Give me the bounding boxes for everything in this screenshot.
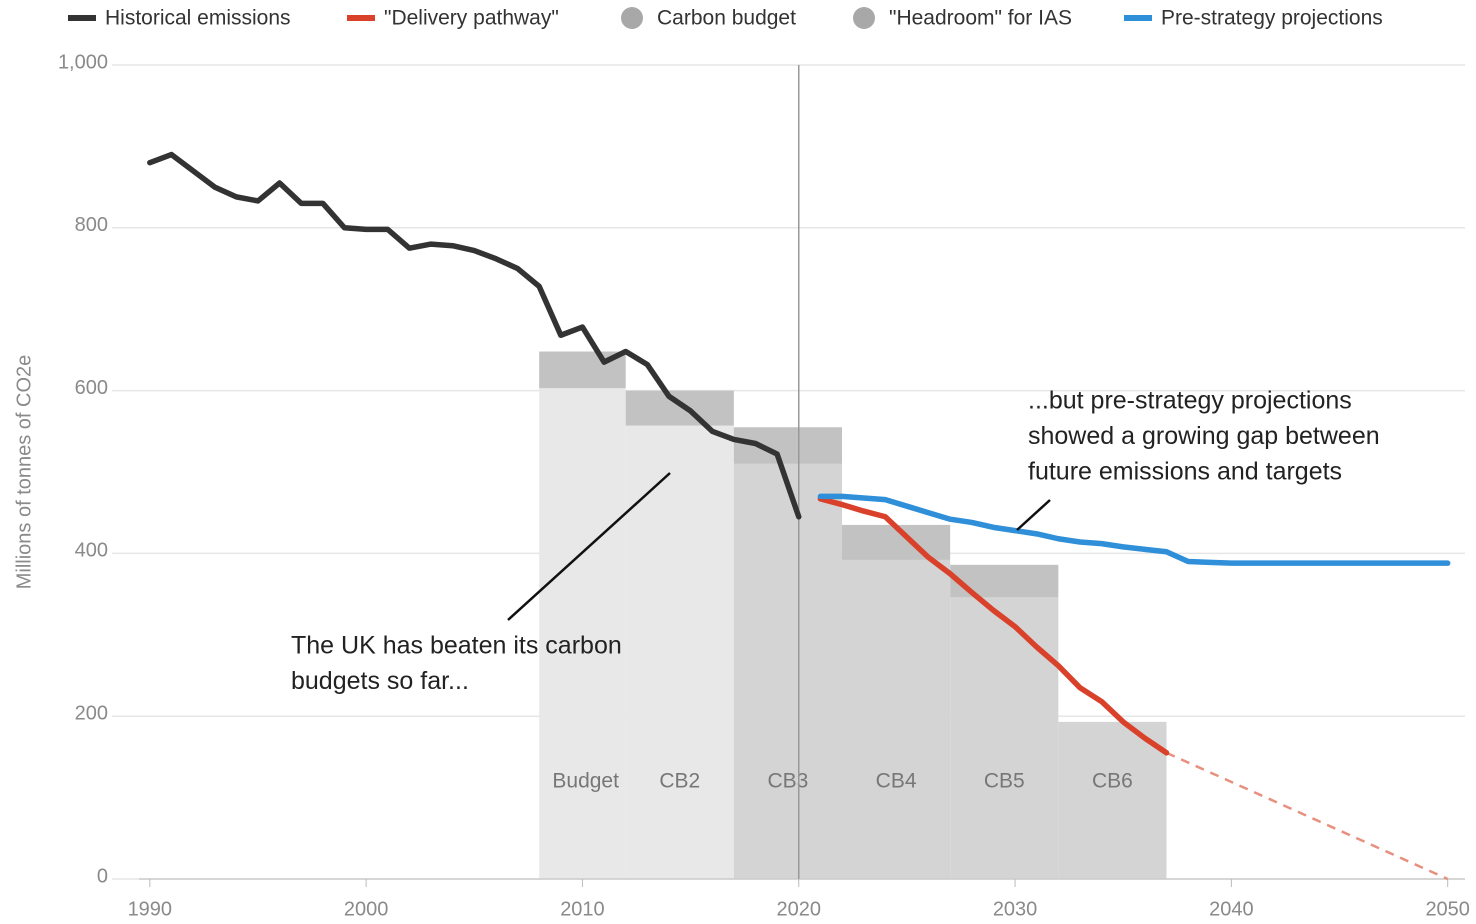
x-tick-label: 2050 [1425,898,1470,920]
y-tick-label: 600 [75,377,108,399]
y-tick-label: 200 [75,702,108,724]
carbon-budget [950,597,1059,879]
y-tick-label: 1,000 [58,51,108,73]
carbon-budget [539,388,626,879]
series-line [817,493,1451,566]
annotation: future emissions and targets [1028,458,1342,486]
y-tick-label: 400 [75,540,108,562]
carbon-budget [842,559,951,879]
budget-label: CB4 [876,770,917,793]
carbon-budget [733,463,843,879]
carbon-budget [625,425,734,879]
annotation-pointer [1016,499,1051,531]
y-tick-label: 800 [75,214,108,236]
x-tick-label: 2000 [344,898,389,920]
budget-label: CB3 [768,770,809,793]
legend-label: Historical emissions [105,7,291,30]
annotation: The UK has beaten its carbon [291,632,622,660]
legend-label: "Delivery pathway" [384,7,559,30]
headroom [950,564,1059,598]
headroom [625,390,734,426]
carbon-budget [1058,721,1167,879]
legend-label: "Headroom" for IAS [889,7,1072,30]
x-tick-label: 2010 [560,898,605,920]
y-tick-label: 0 [97,865,108,887]
legend-swatch [621,7,643,29]
annotation: ...but pre-strategy projections [1028,387,1352,415]
annotation-pointer [507,472,671,621]
headroom [842,524,951,560]
budget-label: CB6 [1092,770,1133,793]
annotation: showed a growing gap between [1028,422,1380,450]
x-tick-label: 1990 [128,898,173,920]
legend-label: Carbon budget [657,7,796,30]
legend-swatch [853,7,875,29]
x-tick-label: 2040 [1209,898,1254,920]
annotation: budgets so far... [291,667,469,695]
series-line [817,496,1170,756]
series-line [147,151,802,520]
legend-label: Pre-strategy projections [1161,7,1383,30]
budget-label: CB2 [659,770,700,793]
x-tick-label: 2020 [777,898,822,920]
budget-label: Budget 1 [552,770,636,793]
x-tick-label: 2030 [993,898,1038,920]
y-axis-label: Millions of tonnes of CO2e [13,355,35,590]
extension-line [1165,751,1449,881]
budget-label: CB5 [984,770,1025,793]
headroom [733,427,843,464]
